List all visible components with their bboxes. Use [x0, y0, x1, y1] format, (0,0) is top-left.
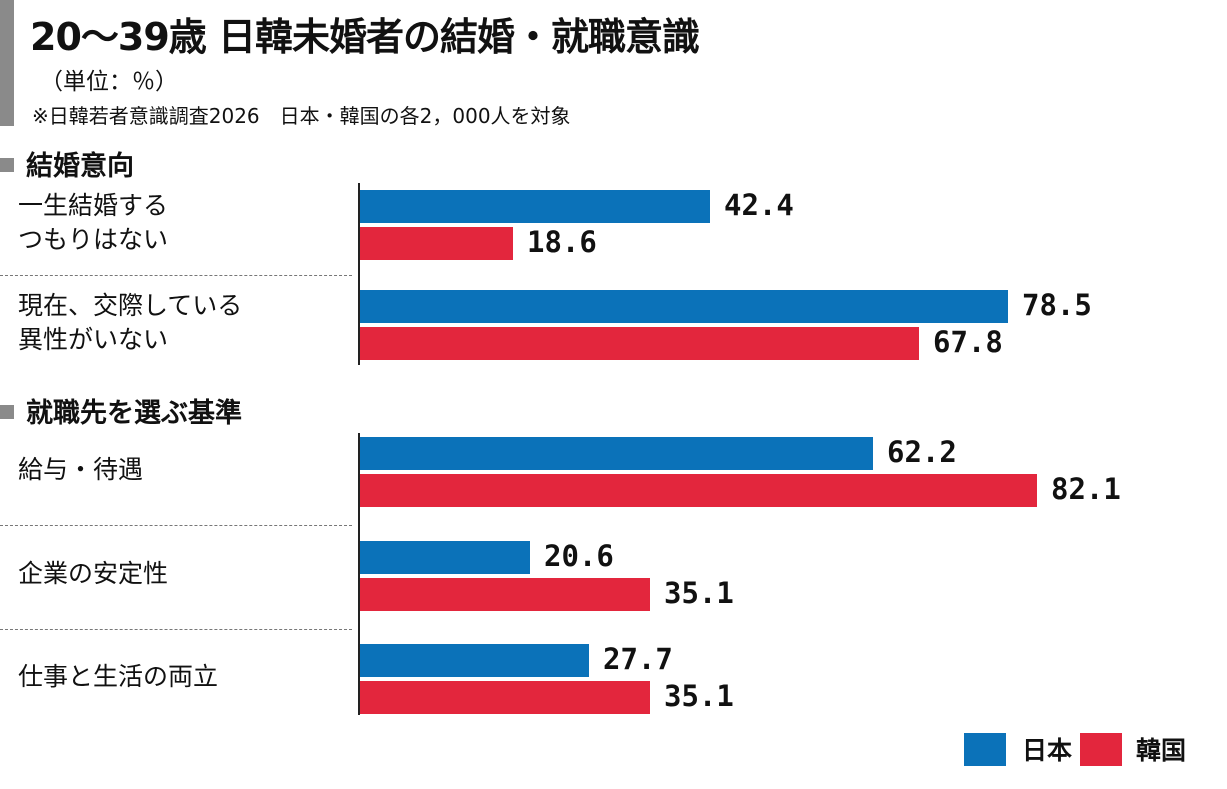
- bar-japan: [360, 541, 530, 574]
- bar-japan: [360, 437, 873, 470]
- bar-korea: [360, 474, 1037, 507]
- section-title-marriage: 結婚意向: [26, 151, 134, 182]
- value-label-japan: 27.7: [603, 642, 673, 676]
- category-label: 給与・待遇: [18, 455, 144, 484]
- source-note: ※日韓若者意識調査2026 日本・韓国の各2，000人を対象: [32, 104, 571, 128]
- category-divider: [0, 275, 352, 276]
- value-label-korea: 35.1: [664, 576, 734, 610]
- bar-japan: [360, 190, 710, 223]
- section-marker-icon: [0, 157, 14, 172]
- legend-swatch-korea: [1080, 733, 1122, 766]
- category-label: 仕事と生活の両立: [18, 662, 219, 691]
- value-label-japan: 78.5: [1022, 288, 1092, 322]
- category-label: 一生結婚する つもりはない: [18, 191, 169, 254]
- category-divider: [0, 629, 352, 630]
- category-label: 現在、交際している 異性がいない: [18, 291, 243, 354]
- value-label-japan: 62.2: [887, 435, 957, 469]
- bar-japan: [360, 644, 589, 677]
- bar-japan: [360, 290, 1008, 323]
- section-title-job: 就職先を選ぶ基準: [26, 398, 242, 429]
- title-accent-bar: [0, 0, 14, 126]
- chart-axis-line: [358, 183, 360, 365]
- bar-korea: [360, 227, 513, 260]
- bar-korea: [360, 327, 919, 360]
- value-label-japan: 20.6: [544, 539, 614, 573]
- section-heading-job: 就職先を選ぶ基準: [0, 391, 242, 430]
- unit-note: （単位：％）: [40, 69, 178, 95]
- value-label-korea: 18.6: [527, 225, 597, 259]
- section-heading-marriage: 結婚意向: [0, 144, 134, 183]
- value-label-japan: 42.4: [724, 188, 794, 222]
- legend-label-japan: 日本: [1022, 736, 1073, 765]
- category-divider: [0, 525, 352, 526]
- bar-korea: [360, 681, 650, 714]
- chart-title: 20〜39歳 日韓未婚者の結婚・就職意識: [30, 15, 700, 59]
- value-label-korea: 82.1: [1051, 472, 1121, 506]
- category-label: 企業の安定性: [18, 559, 169, 588]
- value-label-korea: 67.8: [933, 325, 1003, 359]
- value-label-korea: 35.1: [664, 679, 734, 713]
- legend-label-korea: 韓国: [1136, 736, 1187, 765]
- chart-axis-line: [358, 433, 360, 715]
- bar-korea: [360, 578, 650, 611]
- section-marker-icon: [0, 404, 14, 419]
- legend-swatch-japan: [964, 733, 1006, 766]
